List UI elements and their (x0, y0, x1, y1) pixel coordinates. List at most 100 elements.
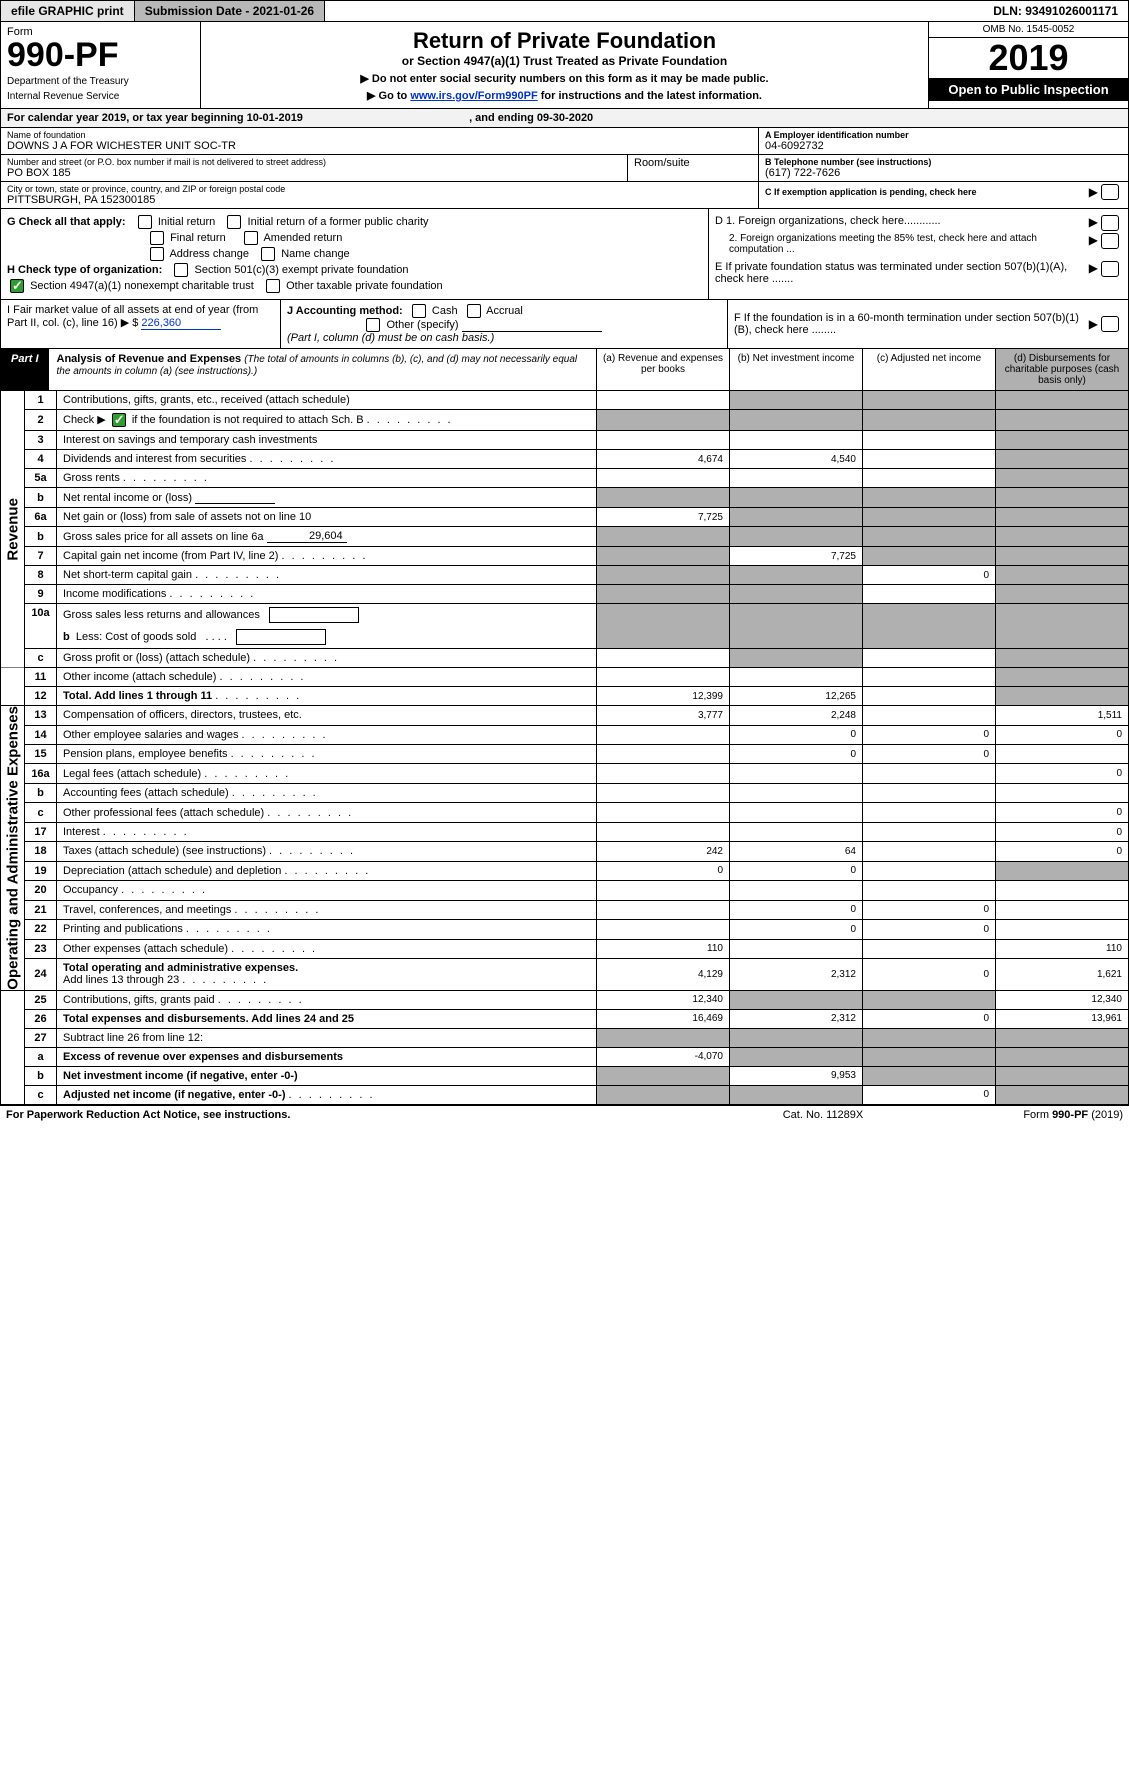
e-row: E If private foundation status was termi… (715, 261, 1122, 285)
c-label: C If exemption application is pending, c… (765, 187, 1089, 197)
cal-begin: 10-01-2019 (247, 112, 303, 124)
table-row: 22Printing and publications 00 (1, 920, 1129, 939)
header-center: Return of Private Foundation or Section … (201, 22, 928, 108)
h-501c3-checkbox[interactable] (174, 263, 188, 277)
table-row: 11 Other income (attach schedule) (1, 668, 1129, 687)
table-row: 19Depreciation (attach schedule) and dep… (1, 861, 1129, 880)
cell-c: 0 (863, 566, 996, 585)
part1-desc: Analysis of Revenue and Expenses (The to… (49, 349, 596, 390)
c-checkbox[interactable] (1101, 184, 1119, 200)
g-amended-checkbox[interactable] (244, 231, 258, 245)
g-row3: Address change Name change (7, 247, 702, 261)
h-other-checkbox[interactable] (266, 279, 280, 293)
r6b-value: 29,604 (267, 530, 347, 543)
row-num: 3 (25, 431, 57, 450)
table-row: 4 Dividends and interest from securities… (1, 450, 1129, 469)
revenue-side-label: Revenue (1, 391, 25, 668)
f-checkbox[interactable] (1101, 316, 1119, 332)
f-label: F If the foundation is in a 60-month ter… (734, 312, 1089, 336)
row-num: 10a (25, 604, 57, 649)
info-block: Name of foundation DOWNS J A FOR WICHEST… (0, 128, 1129, 209)
header-right: OMB No. 1545-0052 2019 Open to Public In… (928, 22, 1128, 108)
city-label: City or town, state or province, country… (7, 184, 752, 194)
arrow-icon: ▶ (1089, 215, 1098, 231)
table-row: aExcess of revenue over expenses and dis… (1, 1047, 1129, 1066)
row-num: 11 (25, 668, 57, 687)
form-number: 990-PF (7, 38, 194, 72)
row-num: b (25, 527, 57, 547)
r2-post: if the foundation is not required to att… (132, 414, 364, 426)
g-o2: Initial return of a former public charit… (248, 216, 429, 228)
col-a-head: (a) Revenue and expenses per books (596, 349, 729, 390)
d1-row: D 1. Foreign organizations, check here..… (715, 215, 1122, 231)
expenses-side-label: Operating and Administrative Expenses (1, 706, 25, 991)
i-value: 226,360 (141, 317, 221, 330)
d1-checkbox[interactable] (1101, 215, 1119, 231)
note2-post: for instructions and the latest informat… (538, 90, 762, 102)
g-name-change-checkbox[interactable] (261, 247, 275, 261)
col-b-head: (b) Net investment income (729, 349, 862, 390)
g-address-change-checkbox[interactable] (150, 247, 164, 261)
d2-checkbox[interactable] (1101, 233, 1119, 249)
row-desc: Net rental income or (loss) (57, 488, 597, 508)
r2-checkbox[interactable] (112, 413, 126, 427)
irs-label: Internal Revenue Service (7, 91, 194, 102)
efile-button[interactable]: efile GRAPHIC print (1, 1, 135, 21)
j-other-checkbox[interactable] (366, 318, 380, 332)
form-subtitle: or Section 4947(a)(1) Trust Treated as P… (207, 54, 922, 68)
row-num: 12 (25, 687, 57, 706)
note2-pre: ▶ Go to (367, 90, 410, 102)
row-desc: Other income (attach schedule) (57, 668, 597, 687)
footer-right: Form 990-PF (2019) (923, 1109, 1123, 1121)
cell-a: 12,399 (597, 687, 730, 706)
form990pf-link[interactable]: www.irs.gov/Form990PF (410, 90, 537, 102)
table-row: 23Other expenses (attach schedule) 11011… (1, 939, 1129, 958)
d2-row: 2. Foreign organizations meeting the 85%… (715, 233, 1122, 255)
r2-pre: Check ▶ (63, 414, 109, 426)
ein-label: A Employer identification number (765, 130, 1122, 140)
address-value: PO BOX 185 (7, 167, 621, 179)
info-right: A Employer identification number 04-6092… (758, 128, 1128, 208)
row-desc: Dividends and interest from securities (57, 450, 597, 469)
j-o3: Other (specify) (386, 319, 458, 331)
d2-label: 2. Foreign organizations meeting the 85%… (715, 233, 1089, 255)
d1-label: D 1. Foreign organizations, check here..… (715, 215, 1089, 231)
open-to-public: Open to Public Inspection (929, 78, 1128, 101)
j-accrual-checkbox[interactable] (467, 304, 481, 318)
e-checkbox[interactable] (1101, 261, 1119, 277)
table-row: 6a Net gain or (loss) from sale of asset… (1, 508, 1129, 527)
cell-b: 7,725 (730, 547, 863, 566)
submission-date-button[interactable]: Submission Date - 2021-01-26 (135, 1, 325, 21)
room-label: Room/suite (634, 157, 752, 169)
e-label: E If private foundation status was termi… (715, 261, 1089, 285)
table-row: c Gross profit or (loss) (attach schedul… (1, 649, 1129, 668)
table-row: 21Travel, conferences, and meetings 00 (1, 900, 1129, 919)
table-row: 3 Interest on savings and temporary cash… (1, 431, 1129, 450)
ijf-row: I Fair market value of all assets at end… (0, 300, 1129, 349)
g-final-return-checkbox[interactable] (150, 231, 164, 245)
cell-a: 7,725 (597, 508, 730, 527)
table-row: cOther professional fees (attach schedul… (1, 803, 1129, 822)
header-note1: ▶ Do not enter social security numbers o… (207, 72, 922, 85)
arrow-icon: ▶ (1089, 185, 1098, 199)
j-o2: Accrual (486, 305, 523, 317)
g-label: G Check all that apply: (7, 216, 126, 228)
table-row: bAccounting fees (attach schedule) (1, 783, 1129, 802)
address-label: Number and street (or P.O. box number if… (7, 157, 621, 167)
tax-year: 2019 (929, 38, 1128, 78)
g-initial-former-checkbox[interactable] (227, 215, 241, 229)
h-4947-checkbox[interactable] (10, 279, 24, 293)
header-left: Form 990-PF Department of the Treasury I… (1, 22, 201, 108)
city-value: PITTSBURGH, PA 152300185 (7, 194, 752, 206)
part1-header: Part I Analysis of Revenue and Expenses … (0, 349, 1129, 391)
row-num: 4 (25, 450, 57, 469)
h-o2: Section 4947(a)(1) nonexempt charitable … (30, 280, 254, 292)
col-de: D 1. Foreign organizations, check here..… (708, 209, 1128, 299)
g-initial-return-checkbox[interactable] (138, 215, 152, 229)
cell-a (597, 410, 730, 431)
i-cell: I Fair market value of all assets at end… (1, 300, 281, 348)
cell-d (996, 391, 1129, 410)
row-num: c (25, 649, 57, 668)
cal-text-a: For calendar year 2019, or tax year begi… (7, 112, 247, 124)
j-cash-checkbox[interactable] (412, 304, 426, 318)
